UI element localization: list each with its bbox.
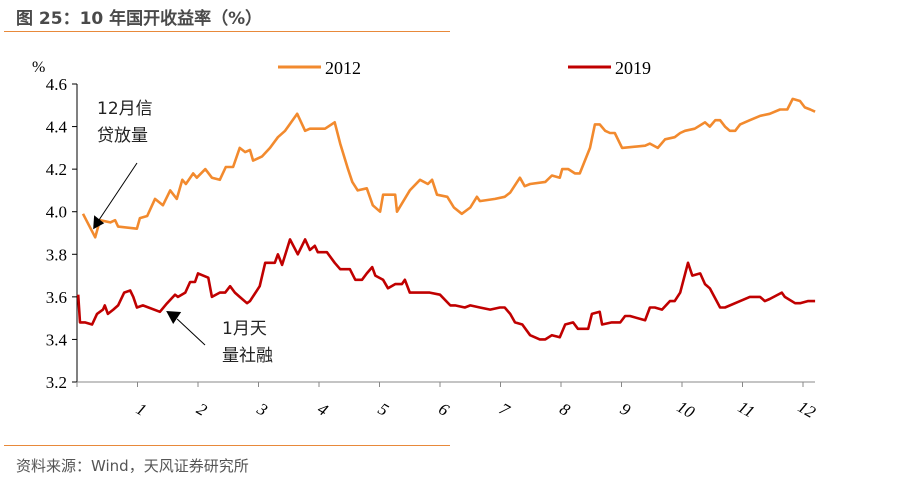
x-tick-label: 7 xyxy=(496,399,514,420)
series-line-2019 xyxy=(76,238,816,341)
annotation-arrow-line xyxy=(176,318,206,346)
y-tick-label: 4.0 xyxy=(46,203,67,222)
x-tick-label: 11 xyxy=(735,397,758,421)
series-line-2012 xyxy=(81,97,816,239)
y-tick-label: 3.8 xyxy=(46,245,67,264)
arrowhead-icon xyxy=(166,311,182,325)
annotation-social-financing: 1月天 量社融 xyxy=(222,319,273,366)
source-divider xyxy=(4,445,450,446)
x-tick-label: 4 xyxy=(314,399,331,420)
annotation-arrow-line xyxy=(97,162,138,222)
annotation-credit: 12月信 贷放量 xyxy=(97,99,153,146)
y-axis-unit: % xyxy=(32,59,45,76)
x-tick-label: 8 xyxy=(556,399,573,420)
y-tick-label: 4.2 xyxy=(46,160,67,179)
x-tick-label: 6 xyxy=(435,399,452,420)
x-tick-label: 1 xyxy=(133,399,150,420)
source-note: 资料来源：Wind，天风证券研究所 xyxy=(16,457,249,475)
x-tick-label: 9 xyxy=(617,399,634,420)
title-divider xyxy=(4,31,450,32)
y-tick-label: 4.6 xyxy=(46,75,67,94)
x-tick-label: 12 xyxy=(795,397,820,422)
y-tick-label: 3.6 xyxy=(46,288,67,307)
x-tick-label: 5 xyxy=(375,399,392,420)
figure-title: 图 25：10 年国开收益率（%） xyxy=(16,9,263,29)
yield-chart: 3.23.43.63.84.04.24.44.6%1 2 3 4 5 6 7 8 9 10 11 12… xyxy=(32,58,820,422)
x-tick-label: 10 xyxy=(674,397,699,422)
arrowhead-icon xyxy=(93,215,105,230)
y-tick-label: 3.4 xyxy=(46,330,68,349)
y-tick-label: 3.2 xyxy=(46,373,67,392)
legend-label-2019: 2019 xyxy=(615,58,651,78)
x-tick-label: 2 xyxy=(193,399,210,420)
legend-label-2012: 2012 xyxy=(325,58,361,78)
x-tick-label: 3 xyxy=(253,399,271,420)
y-tick-label: 4.4 xyxy=(46,118,68,137)
